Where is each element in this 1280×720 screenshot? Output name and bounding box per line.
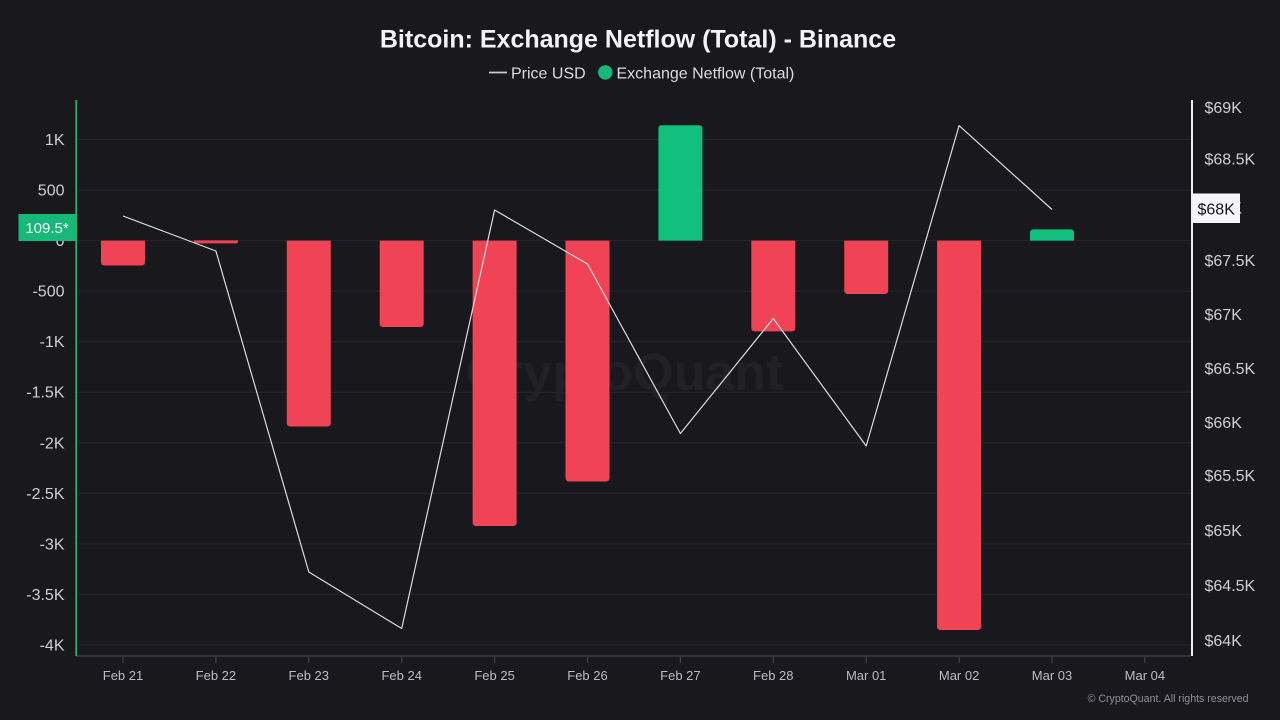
- svg-text:-3.5K: -3.5K: [26, 587, 65, 604]
- svg-text:1K: 1K: [45, 132, 65, 149]
- svg-text:-500: -500: [32, 284, 64, 301]
- svg-text:500: 500: [38, 183, 65, 200]
- svg-text:Mar 02: Mar 02: [939, 668, 979, 683]
- svg-text:$64.5K: $64.5K: [1205, 578, 1256, 595]
- svg-text:$65.5K: $65.5K: [1205, 468, 1256, 485]
- svg-text:Feb 23: Feb 23: [289, 668, 329, 683]
- svg-text:$67K: $67K: [1205, 307, 1243, 324]
- svg-text:-4K: -4K: [40, 638, 65, 655]
- svg-text:$68.5K: $68.5K: [1205, 151, 1256, 168]
- svg-text:-1K: -1K: [40, 334, 65, 351]
- svg-text:Mar 01: Mar 01: [846, 668, 886, 683]
- svg-text:Mar 04: Mar 04: [1125, 668, 1165, 683]
- svg-text:© CryptoQuant. All rights rese: © CryptoQuant. All rights reserved: [1088, 693, 1249, 705]
- svg-text:-2K: -2K: [40, 435, 65, 452]
- svg-text:Feb 27: Feb 27: [660, 668, 700, 683]
- svg-text:-1.5K: -1.5K: [26, 385, 65, 402]
- svg-text:109.5*: 109.5*: [25, 220, 69, 237]
- svg-text:CryptoQuant: CryptoQuant: [466, 344, 784, 402]
- svg-text:-2.5K: -2.5K: [26, 486, 65, 503]
- svg-text:Feb 21: Feb 21: [103, 668, 143, 683]
- svg-text:$66.5K: $66.5K: [1205, 361, 1256, 378]
- svg-text:Feb 22: Feb 22: [196, 668, 236, 683]
- svg-text:$66K: $66K: [1205, 415, 1243, 432]
- svg-text:Bitcoin: Exchange Netflow (Tot: Bitcoin: Exchange Netflow (Total) - Bina…: [380, 26, 896, 54]
- svg-text:Exchange Netflow (Total): Exchange Netflow (Total): [617, 66, 795, 83]
- svg-text:Feb 26: Feb 26: [567, 668, 607, 683]
- svg-text:$67.5K: $67.5K: [1205, 253, 1256, 270]
- svg-text:$69K: $69K: [1205, 100, 1243, 117]
- svg-text:Mar 03: Mar 03: [1032, 668, 1072, 683]
- svg-text:Feb 25: Feb 25: [474, 668, 514, 683]
- svg-text:Feb 28: Feb 28: [753, 668, 793, 683]
- svg-text:Feb 24: Feb 24: [381, 668, 421, 683]
- svg-text:$65K: $65K: [1205, 523, 1243, 540]
- svg-text:$64K: $64K: [1205, 633, 1243, 650]
- svg-text:0: 0: [56, 233, 65, 250]
- svg-text:Price USD: Price USD: [511, 66, 586, 83]
- svg-text:$68K: $68K: [1198, 202, 1236, 219]
- svg-text:-3K: -3K: [40, 536, 65, 553]
